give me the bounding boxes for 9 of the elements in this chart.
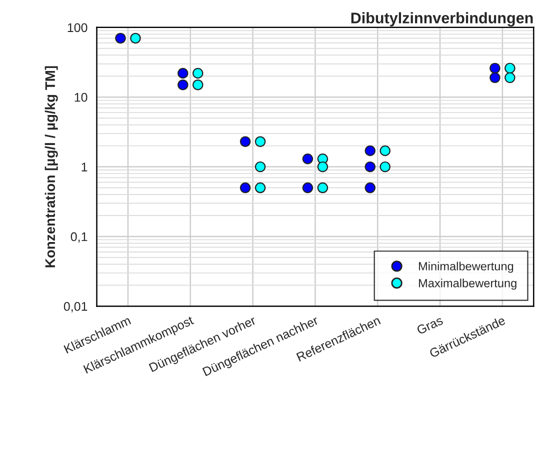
y-tick-label: 10 xyxy=(74,92,88,102)
y-tick-label: 0,1 xyxy=(70,232,88,243)
y-tick-label: 0,01 xyxy=(64,302,88,312)
chart-title: Dibutylzinnverbindungen xyxy=(351,12,533,26)
y-axis-title: Konzentration [µg/l / µg/kg TM] xyxy=(44,66,58,268)
legend-label: Maximalbewertung xyxy=(419,278,516,290)
y-tick-label: 100 xyxy=(68,23,88,32)
legend-label: Minimalbewertung xyxy=(419,262,514,273)
y-tick-label: 1 xyxy=(82,162,88,172)
